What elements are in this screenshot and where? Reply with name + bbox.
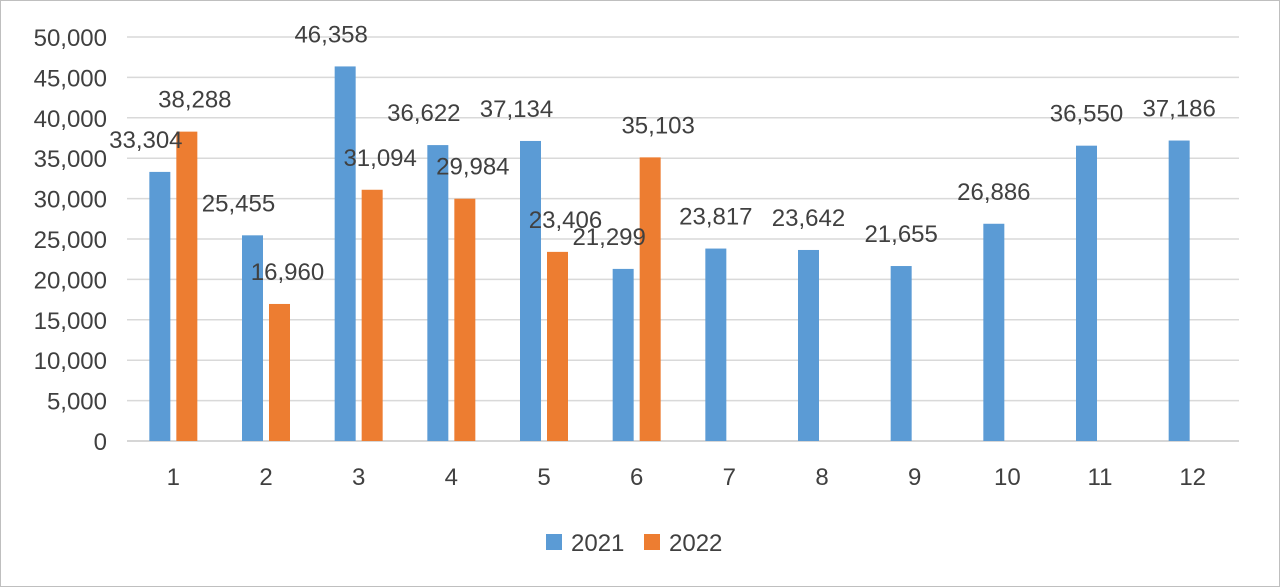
bars [149, 66, 1190, 442]
legend-swatch-2022 [644, 534, 660, 550]
bar-2022 [454, 198, 476, 441]
y-tick-label: 25,000 [34, 227, 107, 254]
bar-2021 [983, 223, 1005, 441]
data-label-2021: 25,455 [202, 190, 275, 217]
data-label-2021: 46,358 [294, 21, 367, 48]
x-tick-label: 11 [1088, 464, 1113, 491]
legend-label-2021: 2021 [571, 530, 624, 557]
x-tick-label: 5 [537, 464, 550, 491]
y-tick-label: 15,000 [34, 308, 107, 335]
y-tick-label: 20,000 [34, 267, 107, 294]
bar-2022 [269, 303, 290, 441]
x-tick-label: 12 [1179, 464, 1206, 491]
x-tick-label: 4 [445, 464, 458, 491]
y-tick-label: 45,000 [34, 65, 107, 92]
bar-2021 [612, 268, 634, 441]
x-tick-label: 2 [259, 464, 272, 491]
x-axis-tick-labels: 1 2 3 4 5 6 7 8 9 10 11 12 [167, 464, 1206, 491]
legend-swatch-2021 [546, 534, 562, 550]
y-tick-label: 10,000 [34, 348, 107, 375]
y-tick-label: 0 [94, 429, 107, 456]
bar-2022 [639, 157, 661, 441]
bar-2021 [798, 249, 819, 441]
y-axis-tick-labels: 0 5,000 10,000 15,000 20,000 25,000 30,000 35,0… [34, 25, 107, 456]
y-tick-label: 5,000 [47, 389, 107, 416]
data-label-2021: 37,186 [1142, 96, 1215, 123]
data-label-2022: 23,406 [529, 207, 602, 234]
data-label-2021: 21,299 [572, 224, 645, 251]
y-tick-label: 50,000 [34, 25, 107, 52]
data-label-2021: 23,817 [679, 204, 752, 231]
bar-2021 [149, 171, 171, 441]
x-tick-label: 1 [167, 464, 180, 491]
legend: 2021 2022 [546, 530, 722, 557]
x-tick-label: 7 [723, 464, 736, 491]
y-tick-label: 30,000 [34, 187, 107, 214]
bar-2022 [176, 131, 198, 441]
bar-2022 [361, 189, 383, 441]
x-tick-label: 3 [352, 464, 365, 491]
bar-2021 [334, 66, 356, 441]
data-label-2022: 29,984 [436, 154, 509, 181]
x-tick-label: 8 [815, 464, 828, 491]
data-label-2022: 31,094 [343, 145, 416, 172]
data-label-2021: 36,622 [387, 100, 460, 127]
bar-2021 [705, 248, 727, 441]
bar-2021 [1168, 140, 1190, 442]
gridlines [127, 36, 1239, 442]
bar-2022 [547, 251, 568, 441]
bar-2021 [1076, 145, 1097, 441]
data-label-2021: 21,655 [864, 221, 937, 248]
legend-label-2022: 2022 [669, 530, 722, 557]
x-tick-label: 9 [908, 464, 921, 491]
data-label-2022: 16,960 [251, 259, 324, 286]
data-label-2021: 33,304 [109, 127, 182, 154]
x-tick-label: 6 [630, 464, 643, 491]
y-tick-label: 40,000 [34, 106, 107, 133]
x-tick-label: 10 [994, 464, 1021, 491]
bar-2021 [520, 140, 541, 441]
data-label-2022: 38,288 [158, 87, 231, 114]
data-label-2021: 37,134 [480, 96, 553, 123]
data-label-2022: 35,103 [621, 112, 694, 139]
data-labels: 33,304 38,288 25,455 16,960 46,358 31,094 36,6… [109, 21, 1216, 286]
data-label-2021: 23,642 [772, 205, 845, 232]
y-tick-label: 35,000 [34, 146, 107, 173]
data-label-2021: 36,550 [1050, 101, 1123, 128]
data-label-2021: 26,886 [957, 179, 1030, 206]
bar-2021 [427, 145, 449, 441]
bar-2021 [890, 266, 912, 441]
bar-2021 [242, 235, 263, 441]
